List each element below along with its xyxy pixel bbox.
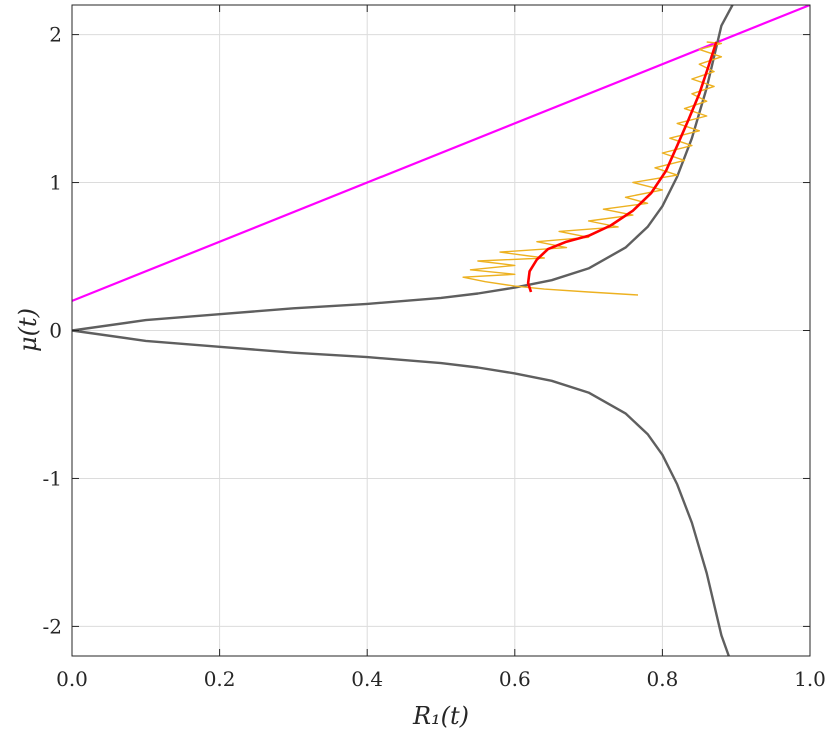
- y-tick-label: -1: [43, 466, 62, 490]
- x-tick-label: 0.6: [499, 667, 531, 691]
- series-line-1: [72, 5, 810, 302]
- y-tick-label: 0: [49, 319, 62, 343]
- y-tick-label: 2: [49, 23, 62, 47]
- y-axis-label: μ(t): [14, 308, 42, 352]
- y-tick-label: 1: [49, 171, 62, 195]
- series-line-5: [526, 41, 718, 293]
- x-tick-label: 0.0: [56, 667, 88, 691]
- series-line-3: [72, 329, 730, 656]
- y-tick-label: -2: [43, 614, 62, 638]
- grid-layer: [72, 5, 810, 656]
- tick-layer: 0.0 0.2 0.4 0.6 0.8 1.0 -2 -1 0 1 2: [43, 5, 826, 691]
- series-line-4: [462, 41, 723, 296]
- series-layer: [72, 5, 810, 656]
- x-tick-label: 0.2: [204, 667, 236, 691]
- x-axis-label: R₁(t): [412, 702, 469, 730]
- x-tick-label: 0.4: [351, 667, 383, 691]
- x-tick-label: 0.8: [646, 667, 678, 691]
- x-tick-label: 1.0: [794, 667, 826, 691]
